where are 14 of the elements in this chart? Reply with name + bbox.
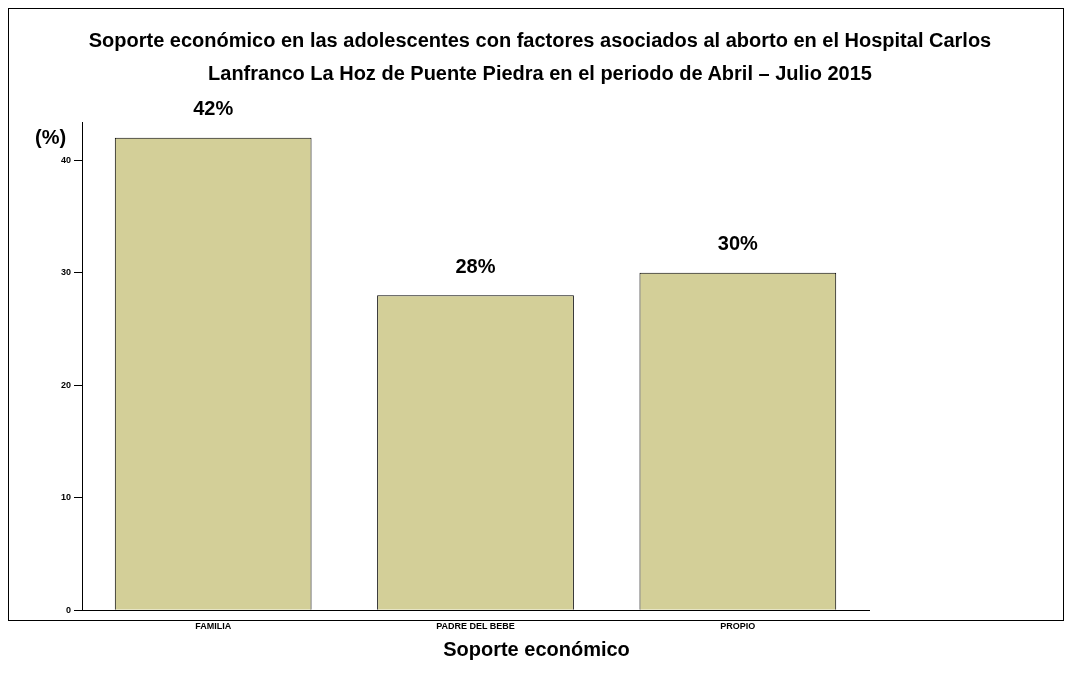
y-tick-label: 30 [61, 267, 72, 278]
y-axis-title: (%) [35, 126, 67, 149]
data-label: 30% [717, 232, 759, 255]
y-tick-label: 20 [61, 379, 72, 390]
y-tick-label: 40 [61, 154, 72, 165]
x-tick-label: FAMILIA [195, 621, 232, 632]
y-tick-label: 0 [66, 604, 72, 615]
data-label: 42% [193, 97, 234, 120]
chart-title: Soporte económico en las adolescentes con factores asociados al aborto en el Hospital Carlos Lanfranco La Hoz de Puente Piedra en el periodo de Abril – Julio 2015 [87, 28, 993, 86]
y-tick-label: 10 [61, 492, 72, 503]
data-label: 28% [455, 254, 496, 277]
x-axis-title: Soporte económico [442, 638, 631, 661]
x-tick-label: PROPIO [720, 621, 756, 632]
x-tick-label: PADRE DEL BEBE [436, 621, 515, 632]
